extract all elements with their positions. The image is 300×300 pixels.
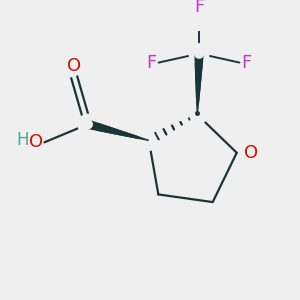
Circle shape bbox=[188, 105, 207, 124]
Polygon shape bbox=[87, 120, 149, 140]
Text: F: F bbox=[241, 54, 251, 72]
Polygon shape bbox=[87, 120, 149, 140]
Text: O: O bbox=[29, 133, 43, 151]
Text: H: H bbox=[16, 131, 28, 149]
Circle shape bbox=[83, 120, 92, 129]
Polygon shape bbox=[195, 53, 203, 115]
Circle shape bbox=[195, 49, 204, 58]
Circle shape bbox=[139, 130, 159, 150]
Polygon shape bbox=[195, 53, 203, 115]
Circle shape bbox=[78, 114, 98, 134]
Text: F: F bbox=[194, 0, 204, 16]
Text: O: O bbox=[244, 144, 258, 162]
Text: O: O bbox=[67, 57, 81, 75]
Circle shape bbox=[189, 44, 209, 64]
Text: F: F bbox=[147, 54, 157, 72]
